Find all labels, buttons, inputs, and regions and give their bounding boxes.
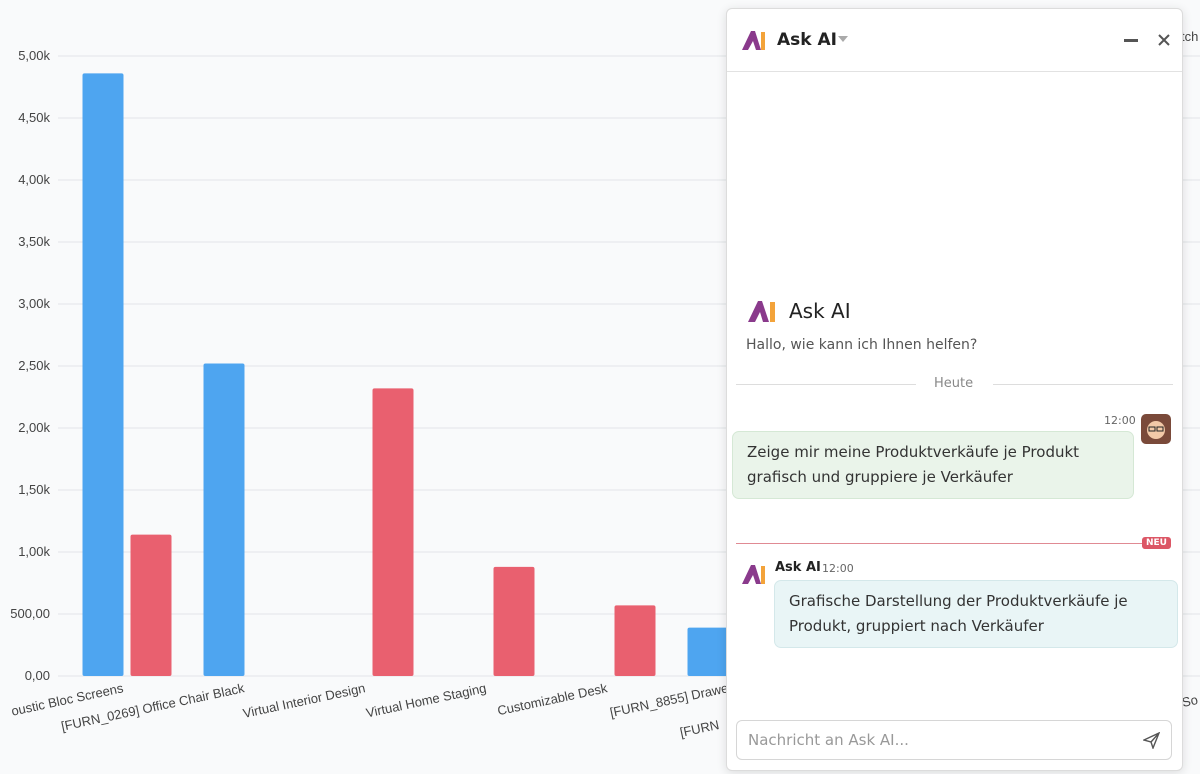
welcome-title: Ask AI: [789, 299, 851, 323]
bot-author: Ask AI: [775, 560, 821, 575]
welcome-text: Hallo, wie kann ich Ihnen helfen?: [746, 337, 978, 353]
chat-panel: Ask AI Ask AI Hallo, wie kann ich Ihnen …: [726, 8, 1183, 771]
y-tick-label: 4,50k: [18, 110, 50, 125]
bar: [493, 566, 535, 676]
user-message: Zeige mir meine Produktverkäufe je Produ…: [732, 431, 1134, 499]
bar: [203, 363, 245, 676]
legend-fragment: tch: [1181, 29, 1198, 44]
new-line: [736, 543, 1146, 544]
logo: [742, 31, 765, 50]
input-placeholder: Nachricht an Ask AI...: [748, 731, 909, 749]
date-separator: Heute: [934, 376, 974, 391]
bar: [614, 605, 656, 676]
bot-message: Grafische Darstellung der Produktverkäuf…: [774, 580, 1178, 648]
user-avatar: [1141, 414, 1171, 444]
dropdown-caret[interactable]: [837, 35, 849, 43]
bar: [82, 73, 124, 677]
new-badge: NEU: [1142, 537, 1171, 549]
bar: [372, 388, 414, 676]
message-time: 12:00: [1104, 414, 1136, 427]
close-button[interactable]: [1158, 34, 1170, 46]
y-tick-label: 0,00: [25, 668, 50, 683]
y-tick-label: 3,00k: [18, 296, 50, 311]
bar: [130, 534, 172, 676]
send-button[interactable]: [1143, 732, 1160, 749]
chat-header: Ask AI: [727, 9, 1182, 72]
message-input[interactable]: Nachricht an Ask AI...: [736, 720, 1172, 760]
chat-title: Ask AI: [777, 30, 837, 50]
x-tick-label: So: [1181, 692, 1200, 710]
y-tick-label: 2,00k: [18, 420, 50, 435]
y-tick-label: 4,00k: [18, 172, 50, 187]
y-tick-label: 1,00k: [18, 544, 50, 559]
y-tick-label: 500,00: [10, 606, 50, 621]
y-tick-label: 3,50k: [18, 234, 50, 249]
minimize-button[interactable]: [1124, 39, 1138, 43]
logo: [748, 301, 775, 322]
y-tick-label: 2,50k: [18, 358, 50, 373]
y-tick-label: 1,50k: [18, 482, 50, 497]
x-tick-label: [FURN: [679, 717, 721, 740]
separator-line: [993, 384, 1173, 385]
bar: [687, 627, 729, 676]
separator-line: [736, 384, 916, 385]
bot-avatar: [742, 565, 765, 584]
y-tick-label: 5,00k: [18, 48, 50, 63]
message-time: 12:00: [822, 562, 854, 575]
